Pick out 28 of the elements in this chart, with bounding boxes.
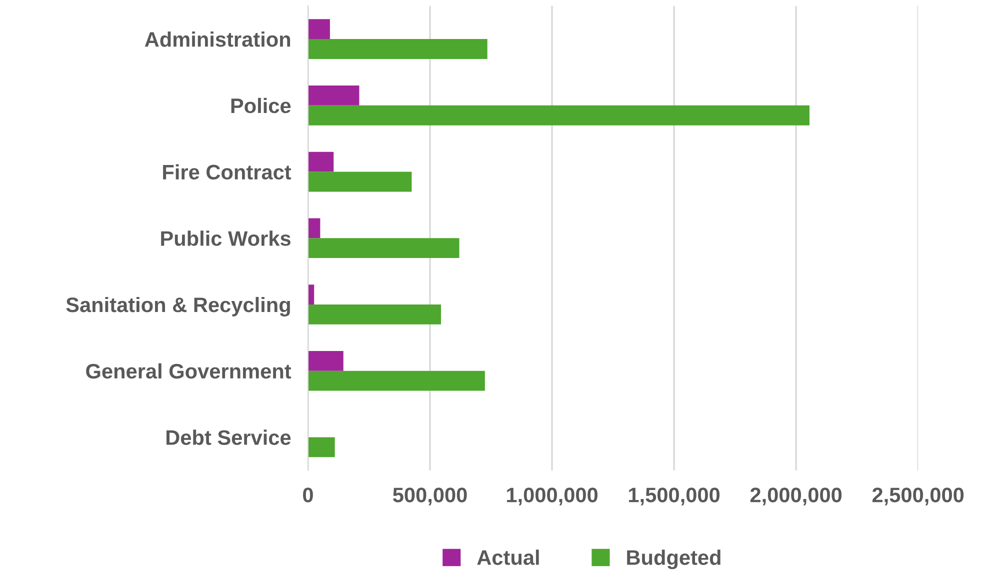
y-tick-label: Fire Contract	[163, 164, 292, 180]
bar	[308, 19, 330, 40]
x-tick-label: 0	[303, 488, 313, 502]
x-tick-label: 1,000,000	[507, 488, 598, 506]
bar	[308, 86, 360, 106]
bar	[308, 284, 314, 304]
y-tick-label: General Government	[86, 363, 292, 379]
legend-label: Actual	[477, 550, 539, 565]
x-tick-label: 500,000	[393, 488, 467, 506]
bar	[308, 172, 412, 192]
legend-label: Budgeted	[627, 550, 720, 570]
y-tick-label: Public Works	[161, 230, 290, 246]
x-tick-label: 1,500,000	[629, 488, 720, 506]
bar	[308, 437, 335, 458]
bar	[308, 152, 334, 172]
x-tick-label: 2,500,000	[872, 488, 964, 506]
y-tick-label: Sanitation & Recycling	[66, 296, 290, 316]
bar	[308, 238, 460, 258]
bar	[308, 39, 488, 59]
y-tick-label: Debt Service	[166, 430, 291, 445]
y-tick-label: Police	[231, 98, 291, 114]
bar	[308, 218, 320, 238]
bar	[308, 350, 344, 371]
y-tick-label: Administration	[144, 32, 290, 47]
x-tick-label: 2,000,000	[750, 488, 842, 506]
bar	[308, 304, 441, 324]
bar	[308, 105, 810, 126]
bar	[308, 370, 485, 391]
